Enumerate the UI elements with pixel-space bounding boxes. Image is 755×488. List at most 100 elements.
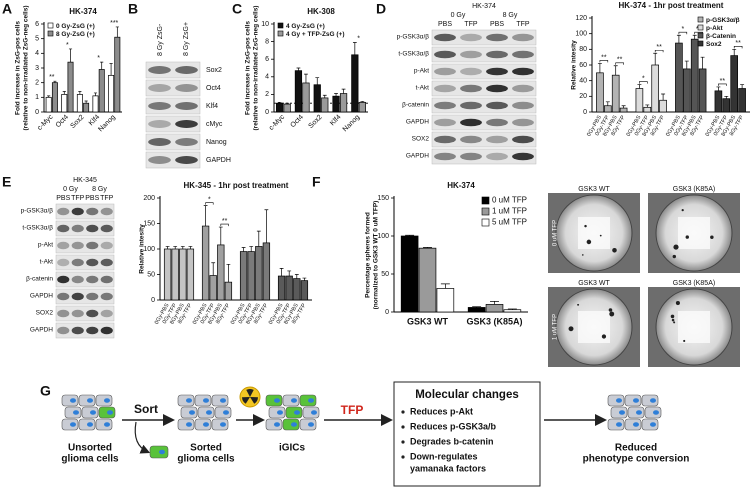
- y-axis-label: (relative to non-irradiated ZsG-neg cell…: [253, 6, 260, 131]
- blot-band: [100, 207, 113, 216]
- blot-row-label: p-GSK3α/β: [397, 34, 430, 41]
- bar: [332, 95, 340, 113]
- legend-swatch: [697, 24, 704, 31]
- blot-band: [175, 66, 198, 74]
- node-label: glioma cells: [61, 454, 119, 465]
- y-tick-label: 200: [143, 195, 155, 202]
- error-bar: [173, 246, 178, 249]
- y-tick-label: 4: [35, 50, 39, 57]
- blot-band: [460, 152, 482, 161]
- bullet: [401, 425, 405, 429]
- error-bar: [597, 63, 602, 73]
- blot-row-label: β-catenin: [402, 102, 429, 109]
- y-tick-label: 40: [579, 78, 587, 85]
- nucleus: [616, 422, 622, 427]
- bullet: [401, 455, 405, 459]
- error-bar: [62, 91, 66, 95]
- legend-swatch: [47, 30, 54, 37]
- bar: [436, 288, 455, 313]
- blot-band: [460, 101, 482, 110]
- legend-label: 8 Gy-ZsG (+): [56, 31, 95, 38]
- error-bar: [249, 246, 254, 252]
- blot-band: [512, 67, 534, 76]
- blot-row-label: Klf4: [206, 103, 218, 110]
- arrow-label: TFP: [341, 403, 364, 417]
- blot-strip: [55, 220, 115, 237]
- bracket: [205, 202, 214, 205]
- blot-row-label: Nanog: [206, 139, 227, 146]
- bar: [659, 99, 667, 113]
- radiation-blade: [250, 397, 258, 404]
- blot-band: [86, 275, 99, 284]
- blot-row-label: p-Akt: [38, 242, 53, 249]
- bar: [92, 95, 99, 113]
- significance: *: [208, 196, 211, 203]
- bar: [611, 74, 620, 113]
- y-tick-label: 4: [265, 74, 269, 81]
- bracket: [639, 81, 648, 84]
- error-bar: [218, 226, 223, 245]
- blot-band: [434, 67, 456, 76]
- blot-band: [57, 224, 70, 233]
- blot-band: [460, 33, 482, 42]
- blot-column-label: 8 Gy ZsG-: [157, 23, 164, 56]
- significance: ***: [110, 20, 118, 27]
- image-column-label: GSK3 (K85A): [673, 186, 715, 193]
- blot-treatment: TFP: [71, 195, 85, 202]
- image-center: [578, 217, 610, 249]
- blot-band: [434, 135, 456, 144]
- error-bar: [716, 86, 721, 91]
- nucleus: [159, 449, 165, 455]
- bar: [262, 242, 271, 301]
- image-center: [678, 217, 710, 249]
- blot-band: [512, 50, 534, 59]
- nucleus: [70, 422, 76, 427]
- nucleus: [220, 422, 226, 427]
- error-bar: [440, 283, 450, 289]
- blot-strip: [55, 203, 115, 220]
- nucleus: [308, 398, 314, 403]
- blot-band: [100, 258, 113, 267]
- blot-band: [86, 258, 99, 267]
- sphere-dot: [670, 314, 675, 319]
- bullet: [401, 410, 405, 414]
- box-title: Molecular changes: [415, 389, 519, 401]
- nucleus: [87, 398, 93, 403]
- sphere-dot: [568, 326, 574, 332]
- blot-band: [460, 67, 482, 76]
- bar: [675, 42, 683, 113]
- nucleus: [291, 398, 297, 403]
- error-bar: [226, 263, 231, 283]
- nucleus: [650, 398, 656, 403]
- blot-band: [86, 207, 99, 216]
- blot-band: [486, 33, 508, 42]
- nucleus: [206, 410, 212, 415]
- blot-band: [460, 135, 482, 144]
- error-bar: [740, 84, 745, 89]
- blot-row-label: Oct4: [206, 85, 221, 92]
- y-axis-label: Fold increase in ZsG-pos cells: [245, 21, 252, 115]
- error-bar: [322, 94, 327, 98]
- error-bar: [68, 48, 73, 63]
- y-tick-label: 0: [583, 109, 587, 116]
- blot-treatment: TFP: [464, 21, 478, 28]
- error-bar: [100, 61, 104, 70]
- blot-strip: [145, 133, 201, 151]
- error-bar: [294, 274, 299, 279]
- blot-strip: [145, 97, 201, 115]
- bar: [201, 225, 210, 301]
- blot-band: [100, 326, 113, 335]
- legend-label: 0 uM TFP: [492, 196, 527, 205]
- blot-band: [512, 135, 534, 144]
- y-axis-label: (normalized to GSK3 WT 0 uM TFP): [373, 201, 380, 310]
- nucleus: [189, 410, 195, 415]
- error-bar: [264, 209, 269, 243]
- blot-band: [434, 101, 456, 110]
- nucleus: [633, 398, 639, 403]
- error-bar: [352, 42, 357, 55]
- bar: [300, 280, 309, 301]
- blot-band: [71, 292, 84, 301]
- bracket: [615, 62, 624, 65]
- blot-band: [512, 101, 534, 110]
- blot-band: [57, 309, 70, 318]
